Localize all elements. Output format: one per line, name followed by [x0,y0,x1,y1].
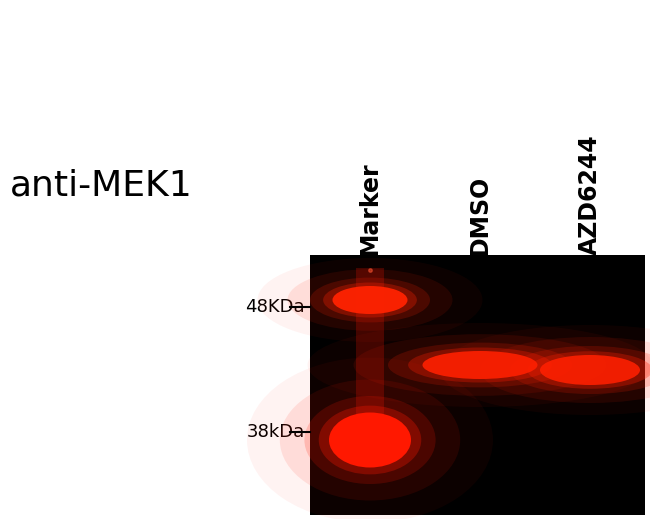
Ellipse shape [318,406,421,474]
Ellipse shape [440,325,650,415]
Ellipse shape [333,286,408,314]
Bar [310,255,645,515]
Text: 48KDa: 48KDa [246,298,305,316]
Ellipse shape [247,358,493,519]
Ellipse shape [329,413,411,468]
Ellipse shape [257,258,482,342]
Ellipse shape [354,334,606,396]
Ellipse shape [304,396,436,484]
Text: anti-MEK1: anti-MEK1 [10,168,193,202]
Ellipse shape [422,351,538,379]
Ellipse shape [388,343,572,387]
Ellipse shape [408,348,552,383]
Text: Marker: Marker [358,161,382,255]
Bar [356,268,384,415]
Text: DMSO: DMSO [468,175,492,255]
Ellipse shape [280,379,460,500]
Ellipse shape [510,346,650,394]
Ellipse shape [480,337,650,403]
Ellipse shape [287,269,452,331]
Ellipse shape [310,278,430,322]
Text: 38kDa: 38kDa [247,423,305,441]
Text: AZD6244: AZD6244 [578,134,602,255]
Ellipse shape [540,355,640,385]
Ellipse shape [323,282,417,318]
Ellipse shape [307,323,650,407]
Ellipse shape [528,351,650,389]
